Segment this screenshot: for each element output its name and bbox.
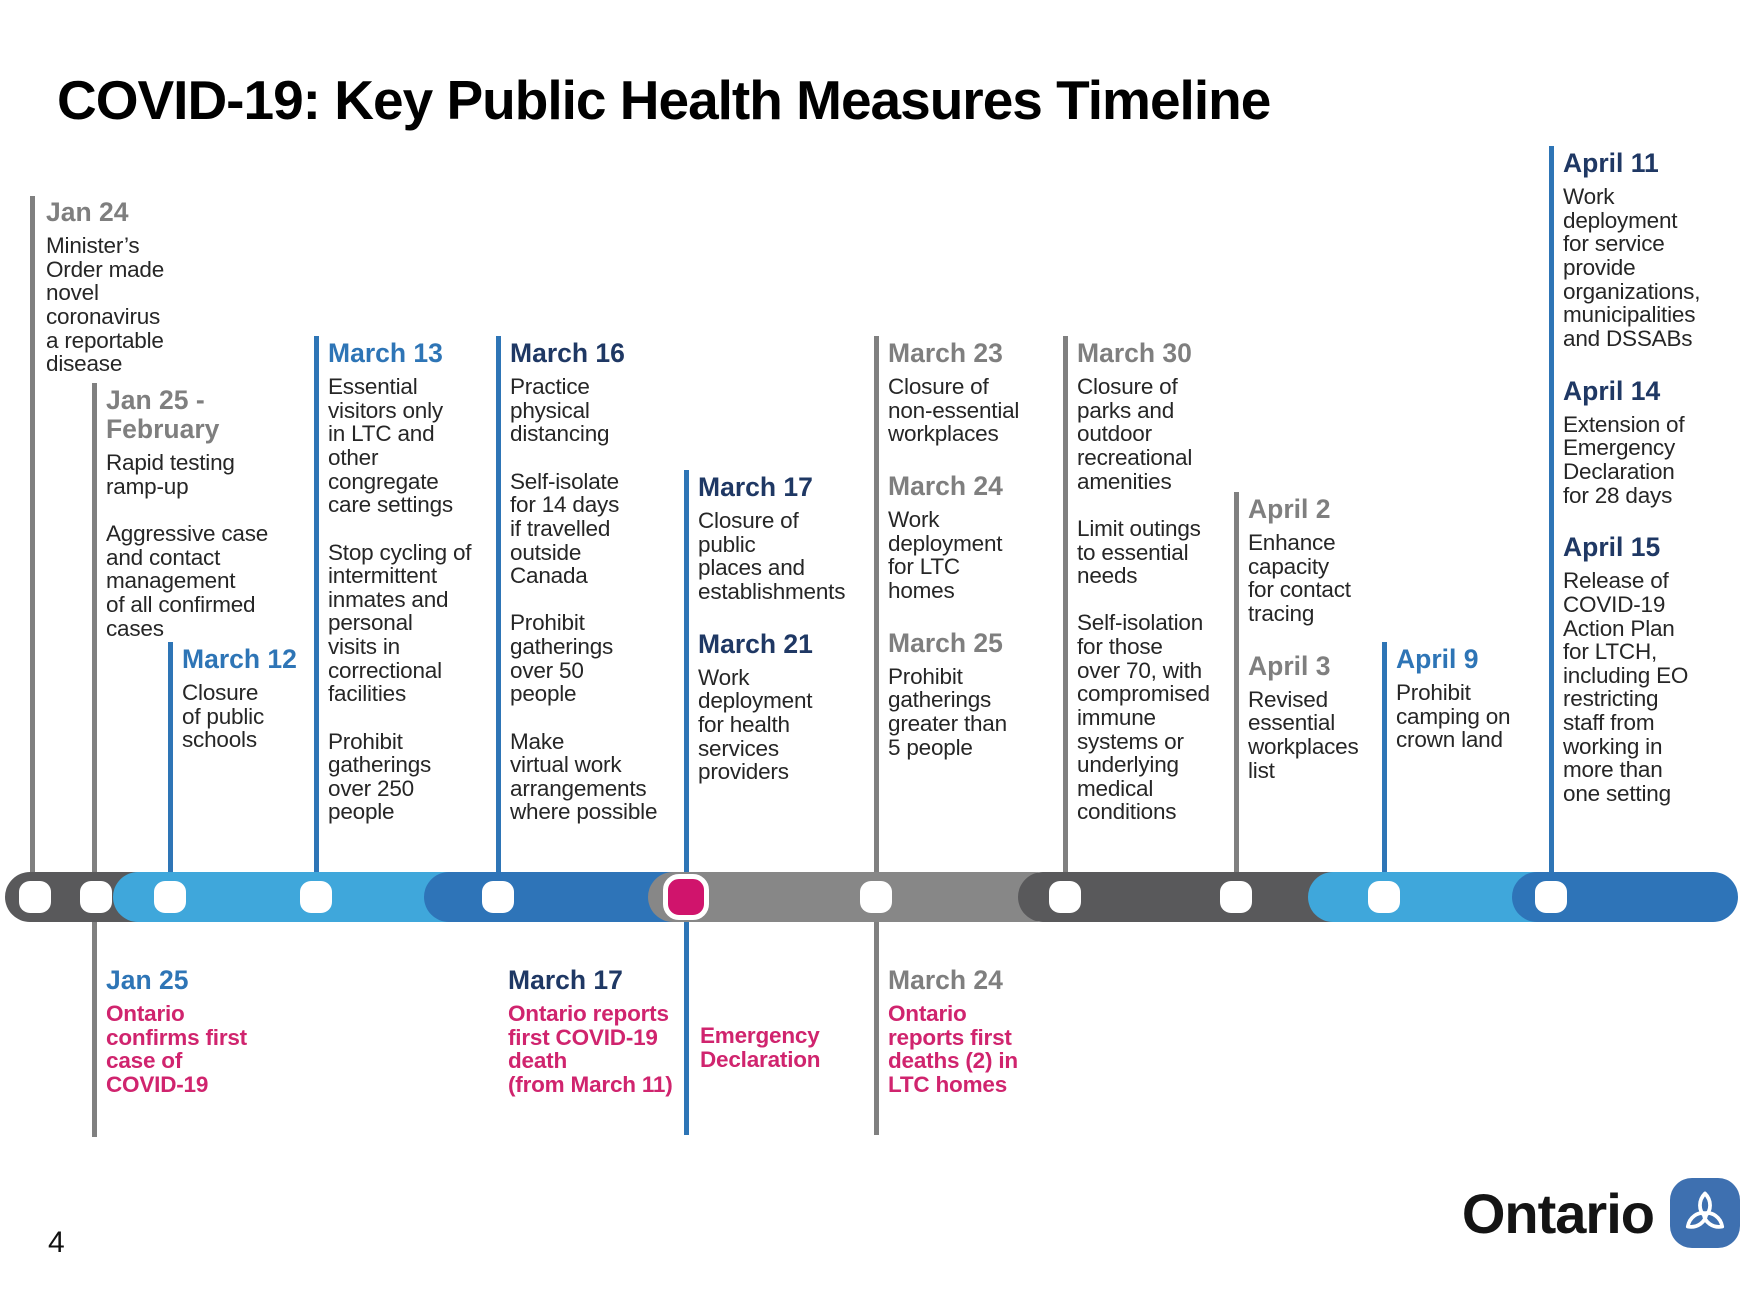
event-march-23-25: March 23 Closure of non-essential workpl… bbox=[888, 338, 1083, 785]
connector-line-march-23-25 bbox=[874, 336, 879, 872]
connector-line-april-9 bbox=[1382, 642, 1387, 872]
event-text: Enhance capacity for contact tracing bbox=[1248, 530, 1351, 627]
event-april-9: April 9 Prohibit camping on crown land bbox=[1396, 644, 1591, 778]
page-title: COVID-19: Key Public Health Measures Tim… bbox=[57, 69, 1271, 131]
event-text: Ontario reports first deaths (2) in LTC … bbox=[888, 1001, 1018, 1098]
event-date: March 16 bbox=[510, 338, 625, 368]
page-number: 4 bbox=[48, 1226, 65, 1259]
emergency-declaration-label: Emergency Declaration bbox=[700, 1024, 895, 1071]
event-date: Jan 25 bbox=[106, 965, 189, 995]
timeline-marker-april-9 bbox=[1368, 881, 1400, 913]
event-text: Ontario reports first COVID-19 death (fr… bbox=[508, 1001, 673, 1098]
event-date: March 12 bbox=[182, 644, 297, 674]
event-text: Work deployment for LTC homes bbox=[888, 507, 1003, 604]
timeline-marker-march-16 bbox=[482, 881, 514, 913]
event-date: March 17 bbox=[508, 965, 623, 995]
connector-line-march-12 bbox=[168, 642, 173, 872]
event-text: Revised essential workplaces list bbox=[1248, 686, 1359, 783]
event-date: April 2 bbox=[1248, 494, 1331, 524]
event-text: Rapid testing ramp-up Aggressive case an… bbox=[106, 450, 269, 641]
event-below-march-17: March 17 Ontario reports first COVID-19 … bbox=[508, 965, 703, 1098]
event-date: March 30 bbox=[1077, 338, 1192, 368]
ontario-logo: Ontario bbox=[1280, 1178, 1740, 1248]
timeline-marker-march-13 bbox=[300, 881, 332, 913]
event-text: Practice physical distancing Self-isolat… bbox=[510, 374, 658, 825]
event-march-12: March 12 Closure of public schools bbox=[182, 644, 377, 778]
timeline-marker-jan-25 bbox=[80, 881, 112, 913]
event-text: Closure of non-essential workplaces bbox=[888, 374, 1020, 447]
bar-segment-mid-gray bbox=[648, 872, 1060, 922]
event-text: Closure of parks and outdoor recreationa… bbox=[1077, 374, 1210, 825]
event-text: Extension of Emergency Declaration for 2… bbox=[1563, 411, 1685, 508]
event-date: March 24 bbox=[888, 471, 1003, 502]
event-below-march-24: March 24 Ontario reports first deaths (2… bbox=[888, 965, 1083, 1098]
event-april-2-3: April 2 Enhance capacity for contact tra… bbox=[1248, 494, 1443, 808]
connector-line-below-march-17 bbox=[684, 922, 689, 1135]
event-text: Emergency Declaration bbox=[700, 1023, 821, 1072]
event-text: Closure of public schools bbox=[182, 680, 265, 753]
event-text: Release of COVID-19 Action Plan for LTCH… bbox=[1563, 568, 1689, 806]
event-date: April 9 bbox=[1396, 644, 1479, 674]
event-march-13: March 13 Essential visitors only in LTC … bbox=[328, 338, 523, 850]
event-date: April 15 bbox=[1563, 532, 1661, 563]
event-jan-25-february: Jan 25 - February Rapid testing ramp-up … bbox=[106, 385, 301, 666]
event-date: March 21 bbox=[698, 628, 813, 659]
event-date: Jan 25 - February bbox=[106, 385, 220, 445]
connector-line-march-30 bbox=[1063, 336, 1068, 872]
timeline-marker-april-11-15 bbox=[1535, 881, 1567, 913]
event-jan-24: Jan 24 Minister’s Order made novel coron… bbox=[46, 197, 241, 402]
event-march-16: March 16 Practice physical distancing Se… bbox=[510, 338, 705, 850]
connector-line-march-13 bbox=[314, 336, 319, 872]
timeline-marker-march-12 bbox=[154, 881, 186, 913]
event-date: April 11 bbox=[1563, 148, 1659, 178]
event-text: Essential visitors only in LTC and other… bbox=[328, 374, 472, 825]
event-march-17-21: March 17 Closure of public places and es… bbox=[698, 472, 893, 810]
connector-line-march-16 bbox=[496, 336, 501, 872]
event-date: Jan 24 bbox=[46, 197, 129, 227]
trillium-flower-icon bbox=[1670, 1178, 1740, 1248]
event-date: April 3 bbox=[1248, 650, 1331, 681]
event-text: Work deployment for service provide orga… bbox=[1563, 184, 1701, 351]
connector-line-jan-24 bbox=[30, 196, 35, 872]
connector-line-below-march-24 bbox=[874, 922, 879, 1135]
event-date: March 23 bbox=[888, 338, 1003, 368]
connector-line-jan-25-february bbox=[92, 383, 97, 872]
event-march-30: March 30 Closure of parks and outdoor re… bbox=[1077, 338, 1272, 850]
event-text: Prohibit camping on crown land bbox=[1396, 680, 1511, 753]
event-april-11-14-15: April 11 Work deployment for service pro… bbox=[1563, 148, 1741, 832]
event-date: March 17 bbox=[698, 472, 813, 502]
event-text: Closure of public places and establishme… bbox=[698, 508, 846, 605]
event-text: Minister’s Order made novel coronavirus … bbox=[46, 233, 165, 377]
timeline-marker-march-30 bbox=[1049, 881, 1081, 913]
timeline-marker-march-23-25 bbox=[860, 881, 892, 913]
timeline-marker-jan-24 bbox=[19, 881, 51, 913]
ontario-wordmark: Ontario bbox=[1461, 1181, 1655, 1245]
event-text: Prohibit gatherings greater than 5 peopl… bbox=[888, 663, 1007, 760]
event-below-jan-25: Jan 25 Ontario confirms first case of CO… bbox=[106, 965, 301, 1098]
connector-line-april-2-3 bbox=[1234, 492, 1239, 872]
event-text: Work deployment for health services prov… bbox=[698, 664, 813, 785]
connector-line-april-11-15 bbox=[1549, 146, 1554, 872]
connector-line-below-jan-25 bbox=[92, 922, 97, 1137]
timeline-marker-march-17-emergency bbox=[663, 874, 709, 920]
event-date: March 13 bbox=[328, 338, 443, 368]
event-date: April 14 bbox=[1563, 375, 1661, 406]
connector-line-march-17-21 bbox=[684, 470, 689, 872]
event-date: March 25 bbox=[888, 627, 1003, 658]
event-date: March 24 bbox=[888, 965, 1003, 995]
event-text: Ontario confirms first case of COVID-19 bbox=[106, 1001, 247, 1098]
timeline-marker-april-2-3 bbox=[1220, 881, 1252, 913]
